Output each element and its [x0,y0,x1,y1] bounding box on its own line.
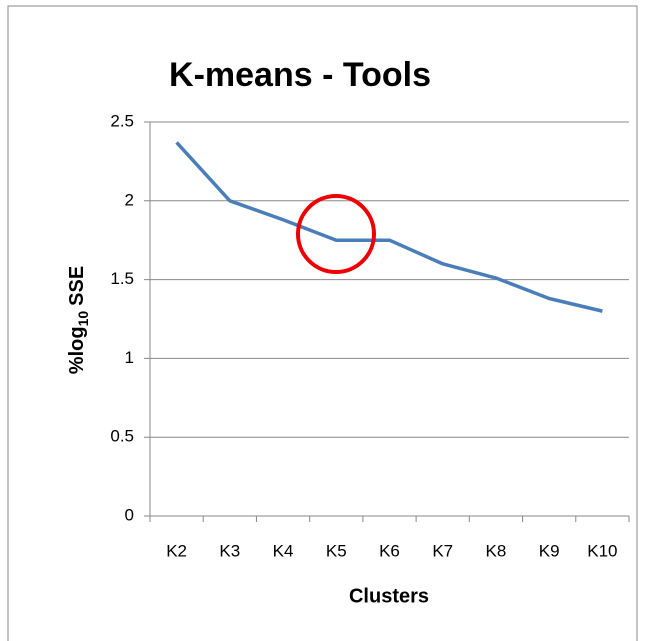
y-tick-label: 0 [125,505,134,524]
chart-border [7,5,638,641]
chart-title: K-means - Tools [169,56,431,94]
y-label-sub: 10 [75,311,91,327]
x-tick-label: K2 [166,541,187,560]
x-tick-label: K5 [326,541,347,560]
y-axis-label: %log10 SSE [66,266,90,374]
y-tick-label: 1 [125,348,134,367]
x-tick-label: K10 [587,541,617,560]
y-tick-label: 1.5 [110,269,134,288]
x-tick-label: K8 [486,541,507,560]
y-tick-label: 0.5 [110,427,134,446]
x-tick-label: K9 [539,541,560,560]
highlight-circle [296,194,376,274]
data-line [175,141,603,313]
x-tick-label: K3 [219,541,240,560]
x-tick-label: K4 [273,541,294,560]
y-label-part: %log [66,326,88,374]
y-tick-label: 2 [125,190,134,209]
x-axis-label: Clusters [349,585,429,607]
x-tick-label: K7 [432,541,453,560]
x-tick-label: K6 [379,541,400,560]
y-tick-label: 2.5 [110,111,134,130]
y-label-part: SSE [66,266,88,306]
